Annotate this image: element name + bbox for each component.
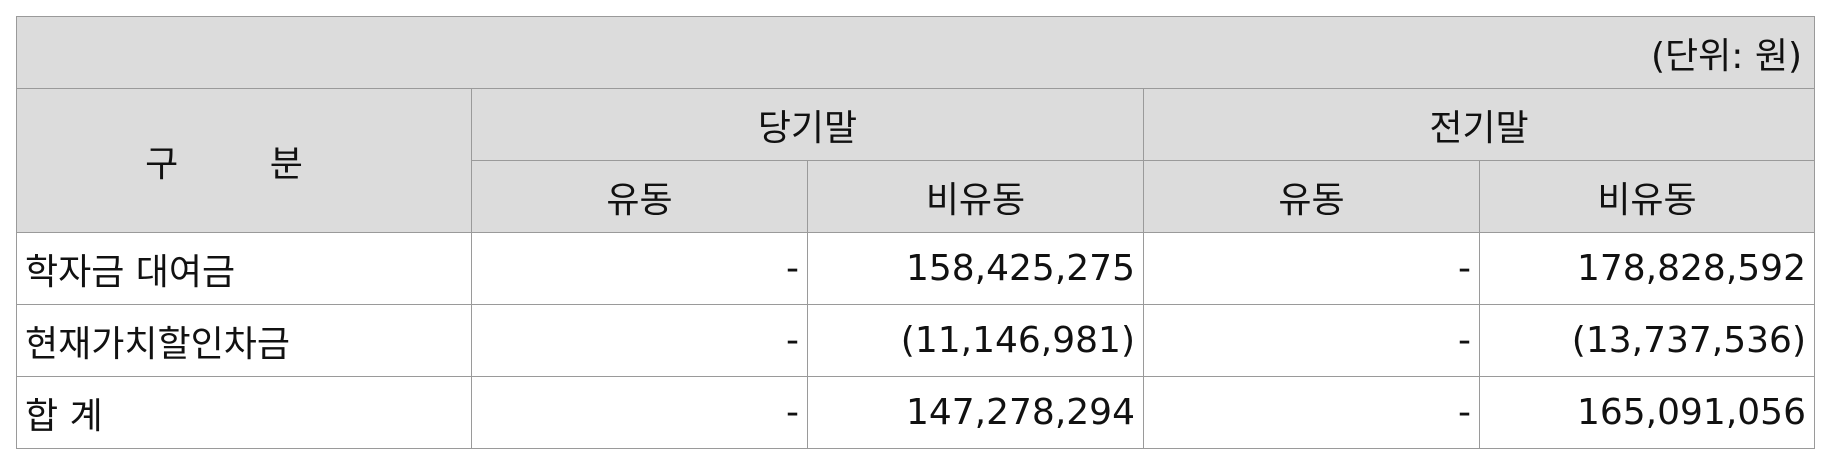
header-row-2: 유동 비유동 유동 비유동 [16,160,1815,233]
cell-prior-current: - [1143,376,1480,449]
cell-cur-noncurrent: 158,425,275 [807,232,1144,305]
table-row: 학자금 대여금 - 158,425,275 - 178,828,592 [16,232,1815,305]
unit-row: (단위: 원) [16,16,1815,89]
table-row: 현재가치할인차금 - (11,146,981) - (13,737,536) [16,304,1815,377]
cell-cur-current: - [471,232,808,305]
cell-prior-current: - [1143,232,1480,305]
cell-prior-noncurrent: 178,828,592 [1479,232,1815,305]
header-row-1: 구 분 당기말 전기말 [16,88,1815,233]
table-row-total: 합 계 - 147,278,294 - 165,091,056 [16,376,1815,449]
cell-prior-current: - [1143,304,1480,377]
unit-label: (단위: 원) [16,16,1815,89]
category-header: 구 분 [16,88,472,233]
row-label: 학자금 대여금 [16,232,472,305]
prior-noncurrent-header: 비유동 [1479,160,1815,233]
cell-cur-current: - [471,304,808,377]
cell-cur-noncurrent: 147,278,294 [807,376,1144,449]
period-prior-header: 전기말 [1143,88,1815,161]
row-label: 현재가치할인차금 [16,304,472,377]
prior-current-header: 유동 [1143,160,1480,233]
cell-cur-current: - [471,376,808,449]
cell-prior-noncurrent: (13,737,536) [1479,304,1815,377]
period-current-header: 당기말 [471,88,1144,161]
loan-table: (단위: 원) 구 분 당기말 전기말 유동 비유동 유동 비유동 학자금 대여… [16,16,1815,449]
row-label: 합 계 [16,376,472,449]
cell-cur-noncurrent: (11,146,981) [807,304,1144,377]
current-noncurrent-header: 비유동 [807,160,1144,233]
cell-prior-noncurrent: 165,091,056 [1479,376,1815,449]
current-current-header: 유동 [471,160,808,233]
